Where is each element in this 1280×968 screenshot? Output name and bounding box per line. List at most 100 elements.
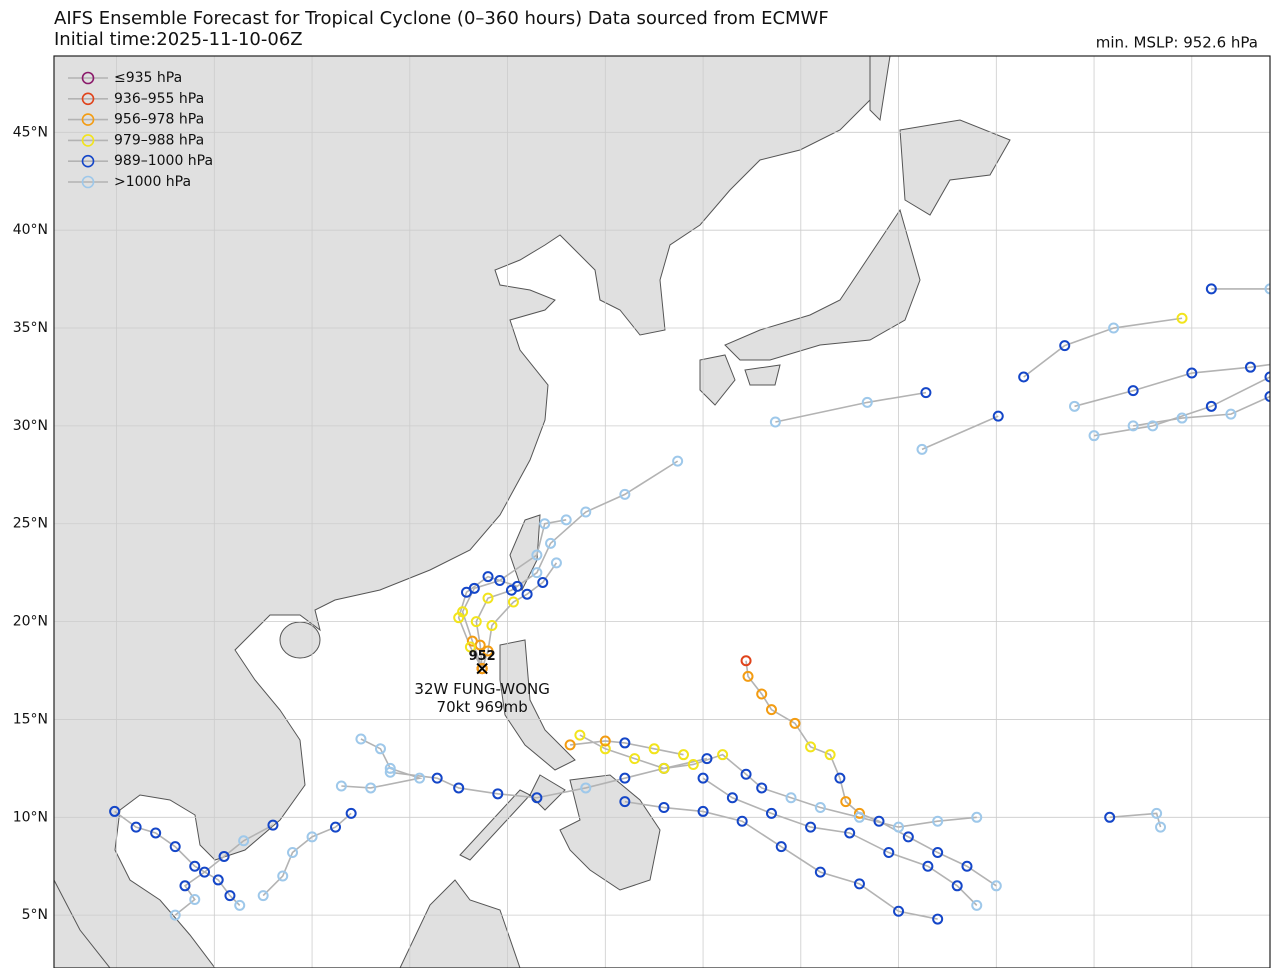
track-line — [775, 391, 927, 423]
track-point — [1018, 371, 1030, 383]
track-point — [507, 596, 519, 608]
track-point — [560, 514, 572, 526]
track-point — [658, 802, 670, 814]
legend-marker — [81, 113, 95, 126]
track-point — [1108, 322, 1120, 334]
track-point — [257, 890, 269, 902]
track-point — [717, 749, 729, 761]
track-point — [287, 847, 299, 859]
storm-marker — [476, 662, 488, 675]
track-point — [599, 735, 611, 747]
legend-label: 956–978 hPa — [114, 112, 204, 128]
track-point — [769, 416, 781, 428]
track-point — [1244, 361, 1256, 373]
track-point — [961, 860, 973, 872]
track-point — [697, 805, 709, 817]
legend-marker — [81, 154, 95, 168]
track-point — [476, 663, 488, 675]
track-point — [306, 831, 318, 843]
track-point — [461, 586, 473, 598]
track-point — [971, 899, 983, 911]
track-point — [893, 821, 905, 833]
track-line — [174, 824, 274, 916]
track-point — [1264, 391, 1270, 403]
track-point — [932, 847, 944, 859]
legend-marker — [81, 92, 95, 106]
legend-marker — [81, 134, 95, 147]
track-point — [1186, 367, 1198, 379]
track-point — [189, 860, 201, 872]
track-point — [234, 899, 246, 911]
track-point — [545, 537, 557, 549]
legend: ≤935 hPa 936–955 hPa 956–978 hPa 979–988 hP… — [68, 70, 213, 190]
track-point — [511, 580, 523, 592]
lat-label: 25°N — [13, 516, 48, 532]
track-point — [1176, 312, 1188, 324]
lat-label: 20°N — [13, 614, 48, 630]
track-point — [355, 733, 367, 745]
track-point — [384, 762, 396, 774]
track-point — [218, 850, 230, 862]
track-line — [114, 810, 241, 906]
track-point — [740, 655, 752, 667]
track-point — [486, 620, 498, 632]
track-point — [672, 455, 684, 467]
track-point — [805, 741, 817, 753]
initial-time: Initial time:2025-11-10-06Z — [54, 29, 303, 50]
track-line — [745, 660, 997, 887]
title: AIFS Ensemble Forecast for Tropical Cycl… — [54, 8, 829, 29]
track-point — [629, 753, 641, 765]
track-point — [345, 807, 357, 819]
track-point — [212, 874, 224, 886]
track-point — [697, 772, 709, 784]
lat-labels: 5°N 10°N 15°N 20°N 25°N 30°N 35°N 40°N 45°N — [13, 124, 48, 923]
track-point — [726, 792, 738, 804]
track-point — [1264, 283, 1270, 295]
track-point — [775, 841, 787, 853]
track-point — [922, 860, 934, 872]
track-point — [521, 588, 533, 600]
track-point — [431, 772, 443, 784]
track-point — [1088, 430, 1100, 442]
track-point — [169, 909, 181, 921]
track-line — [702, 777, 978, 906]
track-point — [853, 878, 865, 890]
track-point — [482, 571, 494, 583]
track-point — [580, 782, 592, 794]
track-line — [921, 415, 999, 451]
track-point — [267, 819, 279, 831]
track-point — [384, 766, 396, 778]
track-point — [619, 796, 631, 808]
track-line — [624, 800, 938, 920]
track-point — [861, 396, 873, 408]
track-point — [130, 821, 142, 833]
track-point — [658, 762, 670, 774]
legend-marker — [81, 175, 95, 189]
track-point — [648, 743, 660, 755]
track-point — [1205, 400, 1217, 412]
lat-label: 10°N — [13, 809, 48, 825]
lat-label: 15°N — [13, 711, 48, 727]
track-line — [1093, 376, 1270, 437]
track-point — [1225, 408, 1237, 420]
storm-name: 32W FUNG-WONG — [414, 680, 549, 698]
track-point — [789, 717, 801, 729]
track-point — [365, 782, 377, 794]
track-point — [109, 805, 121, 817]
legend-label: 936–955 hPa — [114, 91, 204, 107]
track-point — [932, 815, 944, 827]
track-point — [756, 782, 768, 794]
track-point — [1205, 283, 1217, 295]
lat-label: 45°N — [13, 124, 48, 140]
track-point — [932, 913, 944, 925]
track-point — [1147, 420, 1159, 432]
storm-min-label: 952 — [469, 649, 496, 664]
min-mslp: min. MSLP: 952.6 hPa — [1096, 34, 1258, 52]
lat-label: 30°N — [13, 418, 48, 434]
track-line — [570, 740, 684, 756]
track-point — [453, 782, 465, 794]
track-point — [756, 688, 768, 700]
track-point — [902, 831, 914, 843]
